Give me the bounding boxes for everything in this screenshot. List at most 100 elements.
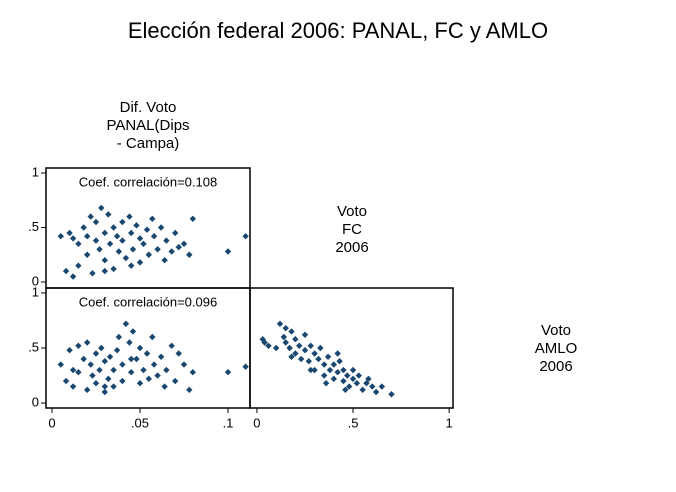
variable-label: Voto [337, 203, 367, 220]
scatter-point [57, 361, 64, 368]
scatter-point [186, 386, 193, 394]
variable-label: Voto [541, 322, 571, 339]
scatter-point [280, 333, 288, 341]
scatter-point [345, 383, 353, 390]
scatter-point [101, 229, 108, 237]
scatter-point [334, 350, 341, 357]
variable-label: AMLO [535, 340, 578, 357]
variable-label: - Campa) [117, 135, 180, 152]
scatter-point [340, 366, 347, 374]
scatter-point [340, 377, 347, 385]
scatter-point [98, 344, 105, 352]
scatter-point [282, 324, 289, 332]
scatter-point [92, 380, 100, 387]
scatter-point [136, 380, 144, 387]
scatter-point [307, 342, 314, 349]
scatter-point [342, 386, 349, 394]
scatter-point [69, 383, 77, 390]
scatter-point [286, 344, 293, 352]
scatter-point [69, 366, 77, 374]
scatter-point [288, 353, 295, 361]
scatter-point [133, 222, 140, 229]
scatter-point [92, 218, 100, 226]
scatter-point [180, 361, 188, 368]
scatter-point [150, 361, 158, 368]
scatter-point [326, 366, 334, 374]
scatter-point [133, 355, 140, 363]
scatter-point [143, 226, 151, 233]
scatter-point [242, 233, 249, 240]
scatter-point [66, 229, 73, 237]
scatter-point [87, 361, 94, 368]
scatter-point [101, 383, 108, 390]
scatter-point [66, 347, 73, 354]
scatter-point [119, 218, 126, 226]
scatter-point [127, 262, 135, 269]
scatter-point [324, 353, 332, 361]
scatter-point [311, 366, 318, 374]
scatter-point [224, 248, 232, 255]
chart-title: Elección federal 2006: PANAL, FC y AMLO [128, 18, 548, 43]
scatter-point [272, 344, 280, 352]
scatter-point [136, 235, 144, 242]
scatter-point [87, 213, 94, 220]
scatter-point [180, 240, 188, 248]
scatter-point [171, 377, 179, 385]
scatter-point [307, 366, 314, 374]
scatter-point [75, 342, 82, 349]
scatter-point [292, 335, 299, 343]
scatter-point [330, 361, 338, 368]
scatter-point [321, 361, 328, 368]
scatter-point [321, 372, 328, 379]
scatter-point [101, 267, 108, 275]
scatter-point [110, 265, 117, 273]
scatter-point [80, 355, 87, 363]
scatter-point [301, 331, 309, 338]
scatter-point [57, 233, 64, 240]
panel-frame [249, 287, 454, 409]
variable-label: FC [342, 221, 362, 238]
scatter-point [83, 251, 91, 258]
scatter-point [150, 233, 158, 240]
y-tick-label: 0 [32, 394, 39, 409]
scatter-point [119, 237, 126, 244]
scatter-point [149, 333, 156, 341]
scatter-point [171, 229, 179, 237]
y-tick-label: 0 [32, 273, 39, 288]
scatter-point [145, 251, 152, 258]
x-tick-label: .5 [348, 415, 359, 430]
scatter-point [126, 213, 133, 220]
variable-label: 2006 [539, 358, 572, 375]
scatter-point [157, 224, 165, 231]
scatter-point [98, 204, 105, 212]
scatter-point [140, 366, 147, 374]
scatter-point [305, 358, 313, 365]
scatter-point [92, 237, 100, 244]
scatter-point [89, 270, 96, 277]
scatter-point [242, 363, 249, 370]
y-tick-label: 1 [32, 284, 39, 299]
scatter-point [96, 366, 103, 374]
scatter-point [83, 339, 91, 346]
scatter-point [145, 375, 152, 383]
scatter-point [154, 372, 161, 379]
scatter-point [127, 229, 135, 237]
scatter-point [189, 215, 196, 222]
scatter-point [115, 333, 123, 341]
scatter-point [89, 372, 96, 379]
scatter-point [282, 339, 289, 346]
scatter-point [69, 273, 77, 280]
scatter-point [106, 353, 114, 361]
scatter-point [154, 246, 161, 253]
scatter-point [186, 251, 193, 258]
scatter-point [175, 350, 182, 357]
scatter-point [349, 375, 357, 383]
scatter-point [92, 350, 100, 357]
scatter-point [101, 388, 108, 396]
scatter-point [276, 320, 284, 327]
scatter-point [122, 320, 130, 327]
scatter-point [189, 369, 196, 376]
scatter-point [62, 377, 70, 385]
scatter-point [288, 328, 295, 335]
